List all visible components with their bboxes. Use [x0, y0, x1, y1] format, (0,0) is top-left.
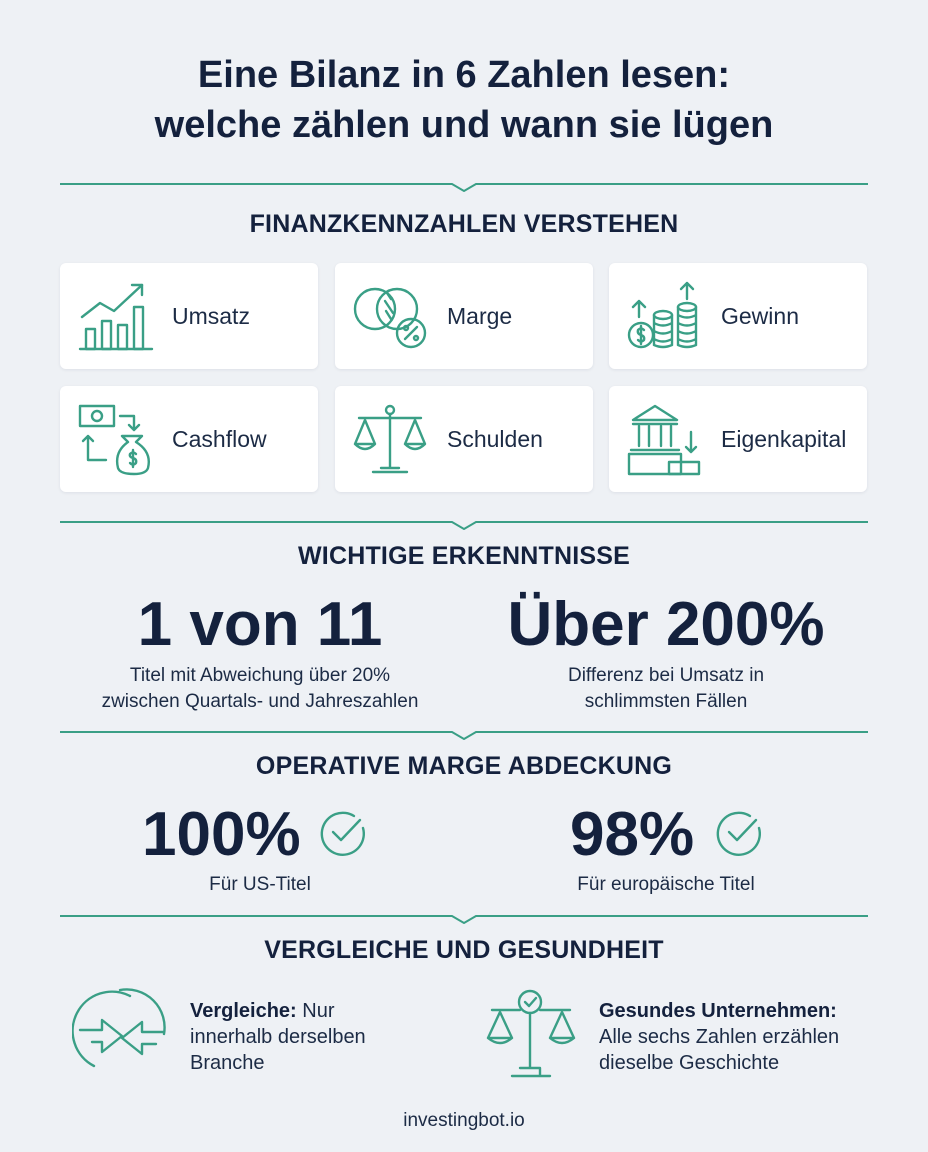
comparison-line: Alle sechs Zahlen erzählen [599, 1026, 840, 1048]
balance-check-icon [482, 988, 582, 1082]
section-title-insights: WICHTIGE ERKENNTNISSE [298, 542, 630, 570]
metric-card-umsatz: Umsatz [60, 263, 318, 369]
section-divider [60, 910, 868, 924]
check-circle-icon [318, 808, 368, 858]
insight-description: Differenz bei Umsatz in schlimmsten Fäll… [466, 663, 866, 715]
metric-card-gewinn: Gewinn [609, 263, 867, 369]
comparison-text: Vergleiche: Nur innerhalb derselben Bran… [190, 998, 450, 1076]
section-title-metrics: FINANZKENNZAHLEN VERSTEHEN [249, 210, 679, 238]
section-divider [60, 516, 868, 530]
insight-value: 1 von 11 [137, 590, 383, 659]
comparison-text: Gesundes Unternehmen: Alle sechs Zahlen … [599, 998, 889, 1076]
section-title-comparison: VERGLEICHE UND GESUNDHEIT [264, 936, 664, 964]
insight-desc-line: Titel mit Abweichung über 20% [129, 665, 391, 686]
venn-percent-icon [351, 279, 429, 353]
metric-label: Schulden [447, 426, 543, 452]
metric-label: Umsatz [172, 303, 250, 329]
footer-brand: investingbot.io [403, 1110, 525, 1131]
insight-desc-line: Differenz bei Umsatz in [567, 665, 765, 686]
title-line-1: Eine Bilanz in 6 Zahlen lesen: [197, 54, 731, 96]
metric-label: Cashflow [172, 426, 267, 452]
insight-description: Titel mit Abweichung über 20% zwischen Q… [60, 663, 460, 715]
comparison-label: Gesundes Unternehmen: [599, 1000, 837, 1022]
coverage-description: Für europäische Titel [577, 874, 755, 895]
scales-icon [351, 402, 429, 476]
section-divider [60, 726, 868, 740]
coverage-value: 98% [570, 800, 695, 869]
section-title-coverage: OPERATIVE MARGE ABDECKUNG [255, 752, 673, 780]
insight-value: Über 200% [507, 590, 825, 659]
compare-arrows-icon [71, 986, 172, 1076]
check-circle-icon [714, 808, 764, 858]
insight-desc-line: schlimmsten Fällen [584, 691, 748, 712]
comparison-line: Nur [296, 1000, 335, 1022]
comparison-line: innerhalb derselben [190, 1026, 366, 1048]
section-divider [60, 178, 868, 192]
metric-label: Gewinn [721, 303, 799, 329]
coins-growth-icon [625, 279, 703, 353]
metric-card-cashflow: Cashflow [60, 386, 318, 492]
metric-label: Eigenkapital [721, 426, 847, 452]
metric-card-marge: Marge [335, 263, 593, 369]
comparison-label: Vergleiche: [190, 1000, 297, 1022]
metric-card-eigenkapital: Eigenkapital [609, 386, 867, 492]
title-line-2: welche zählen und wann sie lügen [154, 104, 774, 146]
page-title: Eine Bilanz in 6 Zahlen lesen: welche zä… [0, 50, 928, 150]
coverage-description: Für US-Titel [209, 874, 311, 895]
bank-building-icon [625, 402, 703, 476]
metric-label: Marge [447, 303, 513, 329]
coverage-value: 100% [142, 800, 301, 869]
bar-chart-up-icon [76, 279, 154, 353]
comparison-line: dieselbe Geschichte [599, 1052, 780, 1074]
metric-card-schulden: Schulden [335, 386, 593, 492]
insight-desc-line: zwischen Quartals- und Jahreszahlen [101, 691, 419, 712]
cash-flow-icon [76, 402, 154, 476]
comparison-line: Branche [190, 1052, 265, 1074]
